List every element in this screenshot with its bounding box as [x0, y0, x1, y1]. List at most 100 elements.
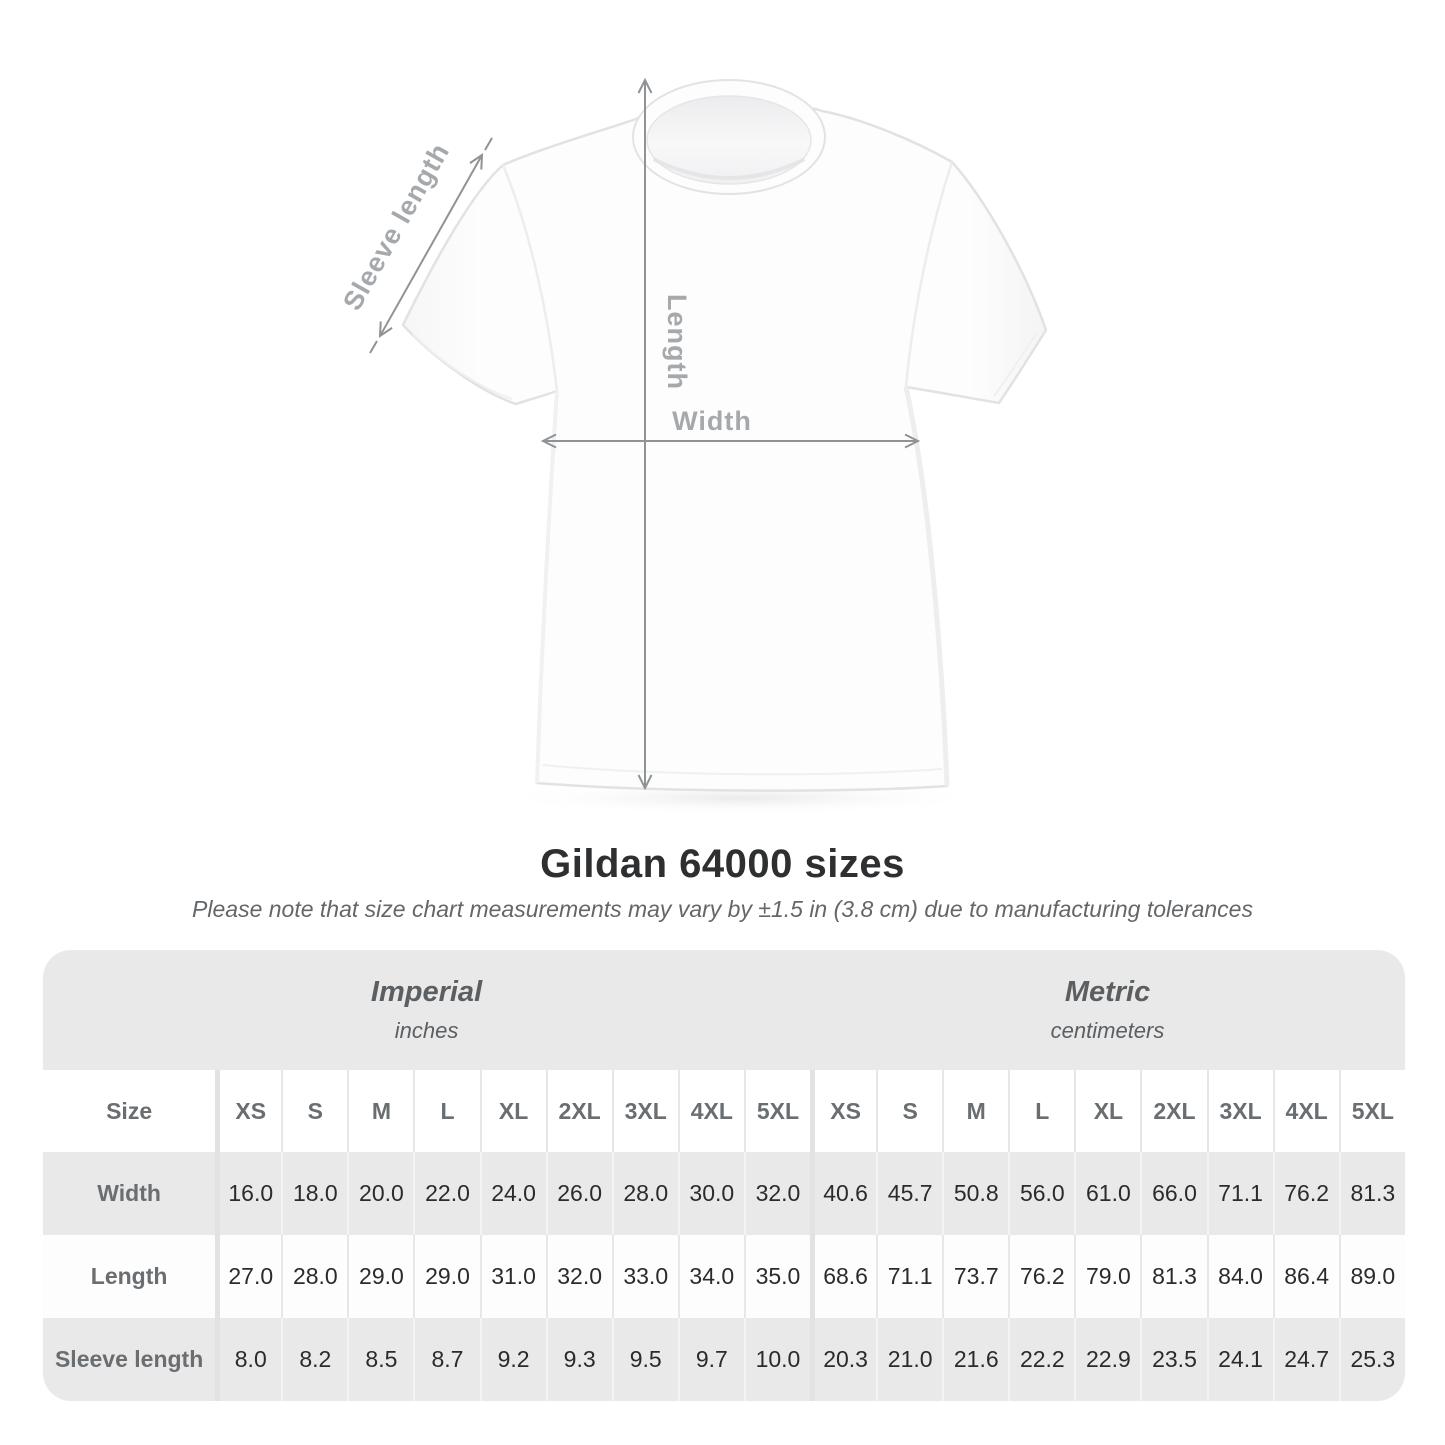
size-value-cell: 30.0 — [677, 1152, 744, 1235]
size-value-cell: 22.2 — [1008, 1318, 1075, 1401]
size-value-cell: 23.5 — [1140, 1318, 1207, 1401]
page-title: Gildan 64000 sizes — [540, 842, 905, 886]
size-header-cell: XS — [810, 1070, 877, 1152]
size-header-cell: S — [876, 1070, 943, 1152]
size-value-cell: 76.2 — [1272, 1152, 1339, 1235]
table-row-length: Length 27.0 28.0 29.0 29.0 31.0 32.0 33.… — [43, 1235, 1405, 1318]
size-value-cell: 76.2 — [1008, 1235, 1075, 1318]
size-value-cell: 31.0 — [479, 1235, 546, 1318]
length-label: Length — [662, 294, 692, 390]
row-label-length: Length — [43, 1235, 216, 1318]
size-header-cell: S — [281, 1070, 348, 1152]
size-value-cell: 79.0 — [1074, 1235, 1141, 1318]
size-value-cell: 45.7 — [876, 1152, 943, 1235]
size-value-cell: 35.0 — [743, 1235, 811, 1318]
size-header-cell: 2XL — [1140, 1070, 1207, 1152]
size-value-cell: 71.1 — [1206, 1152, 1273, 1235]
size-value-cell: 56.0 — [1008, 1152, 1075, 1235]
sleeve-length-arrow — [369, 137, 493, 354]
length-arrow — [637, 77, 653, 791]
size-header-cell: XL — [479, 1070, 546, 1152]
width-arrow — [540, 433, 921, 449]
size-value-cell: 32.0 — [545, 1235, 612, 1318]
unit-group-band: Imperial inches Metric centimeters — [43, 950, 1405, 1070]
table-row-sleeve-length: Sleeve length 8.0 8.2 8.5 8.7 9.2 9.3 9.… — [43, 1318, 1405, 1401]
tshirt-illustration — [401, 79, 1048, 792]
size-header-cell: 5XL — [1338, 1070, 1405, 1152]
size-header-cell: 4XL — [677, 1070, 744, 1152]
size-value-cell: 22.0 — [413, 1152, 480, 1235]
size-value-cell: 50.8 — [942, 1152, 1009, 1235]
size-value-cell: 84.0 — [1206, 1235, 1273, 1318]
size-header-cell: 2XL — [545, 1070, 612, 1152]
tshirt-measurement-diagram: Sleeve length Length Width — [337, 77, 1048, 815]
imperial-header-label: Imperial — [370, 976, 483, 1008]
size-value-cell: 81.3 — [1338, 1152, 1405, 1235]
size-value-cell: 66.0 — [1140, 1152, 1207, 1235]
page-subtitle: Please note that size chart measurements… — [192, 896, 1253, 922]
metric-header-label: Metric — [1064, 976, 1151, 1008]
size-value-cell: 89.0 — [1338, 1235, 1405, 1318]
size-chart-table: Imperial inches Metric centimeters Size … — [43, 950, 1405, 1401]
table-row-width: Width 16.0 18.0 20.0 22.0 24.0 26.0 28.0… — [43, 1152, 1405, 1235]
sizes-header-row: Size XS S M L XL 2XL 3XL 4XL 5XL XS S M … — [43, 1070, 1405, 1152]
size-value-cell: 32.0 — [743, 1152, 811, 1235]
size-value-cell: 16.0 — [215, 1152, 282, 1235]
size-value-cell: 28.0 — [611, 1152, 678, 1235]
size-value-cell: 34.0 — [677, 1235, 744, 1318]
metric-header: Metric centimeters — [810, 950, 1405, 1070]
size-value-cell: 8.7 — [413, 1318, 480, 1401]
size-value-cell: 9.7 — [677, 1318, 744, 1401]
size-value-cell: 61.0 — [1074, 1152, 1141, 1235]
size-column-header: Size — [43, 1070, 216, 1152]
size-header-cell: L — [413, 1070, 480, 1152]
size-value-cell: 24.1 — [1206, 1318, 1273, 1401]
size-value-cell: 27.0 — [215, 1235, 282, 1318]
size-value-cell: 26.0 — [545, 1152, 612, 1235]
imperial-header-sublabel: inches — [394, 1018, 459, 1043]
size-value-cell: 10.0 — [743, 1318, 811, 1401]
size-header-cell: 3XL — [1206, 1070, 1273, 1152]
size-value-cell: 33.0 — [611, 1235, 678, 1318]
size-value-cell: 29.0 — [347, 1235, 414, 1318]
measurement-annotations — [369, 77, 921, 791]
width-label: Width — [672, 406, 752, 436]
size-header-cell: M — [942, 1070, 1009, 1152]
size-value-cell: 9.5 — [611, 1318, 678, 1401]
row-label-sleeve-length: Sleeve length — [43, 1318, 216, 1401]
size-value-cell: 81.3 — [1140, 1235, 1207, 1318]
size-value-cell: 73.7 — [942, 1235, 1009, 1318]
size-value-cell: 8.2 — [281, 1318, 348, 1401]
size-value-cell: 9.2 — [479, 1318, 546, 1401]
size-header-cell: L — [1008, 1070, 1075, 1152]
size-value-cell: 20.3 — [810, 1318, 877, 1401]
size-value-cell: 40.6 — [810, 1152, 877, 1235]
size-header-cell: XL — [1074, 1070, 1141, 1152]
size-value-cell: 71.1 — [876, 1235, 943, 1318]
size-value-cell: 22.9 — [1074, 1318, 1141, 1401]
collar-opening — [646, 95, 812, 185]
size-value-cell: 68.6 — [810, 1235, 877, 1318]
size-value-cell: 8.5 — [347, 1318, 414, 1401]
size-header-cell: M — [347, 1070, 414, 1152]
size-value-cell: 29.0 — [413, 1235, 480, 1318]
imperial-header: Imperial inches — [43, 950, 811, 1070]
size-value-cell: 9.3 — [545, 1318, 612, 1401]
size-value-cell: 20.0 — [347, 1152, 414, 1235]
row-label-width: Width — [43, 1152, 216, 1235]
metric-header-sublabel: centimeters — [1050, 1018, 1165, 1043]
size-value-cell: 21.6 — [942, 1318, 1009, 1401]
size-value-cell: 25.3 — [1338, 1318, 1405, 1401]
size-header-cell: 4XL — [1272, 1070, 1339, 1152]
tshirt-photo: Sleeve length Length Width — [337, 77, 1048, 815]
size-value-cell: 86.4 — [1272, 1235, 1339, 1318]
size-value-cell: 28.0 — [281, 1235, 348, 1318]
size-value-cell: 21.0 — [876, 1318, 943, 1401]
size-value-cell: 24.7 — [1272, 1318, 1339, 1401]
size-header-cell: XS — [215, 1070, 282, 1152]
size-header-cell: 5XL — [743, 1070, 811, 1152]
size-value-cell: 24.0 — [479, 1152, 546, 1235]
size-value-cell: 18.0 — [281, 1152, 348, 1235]
size-header-cell: 3XL — [611, 1070, 678, 1152]
